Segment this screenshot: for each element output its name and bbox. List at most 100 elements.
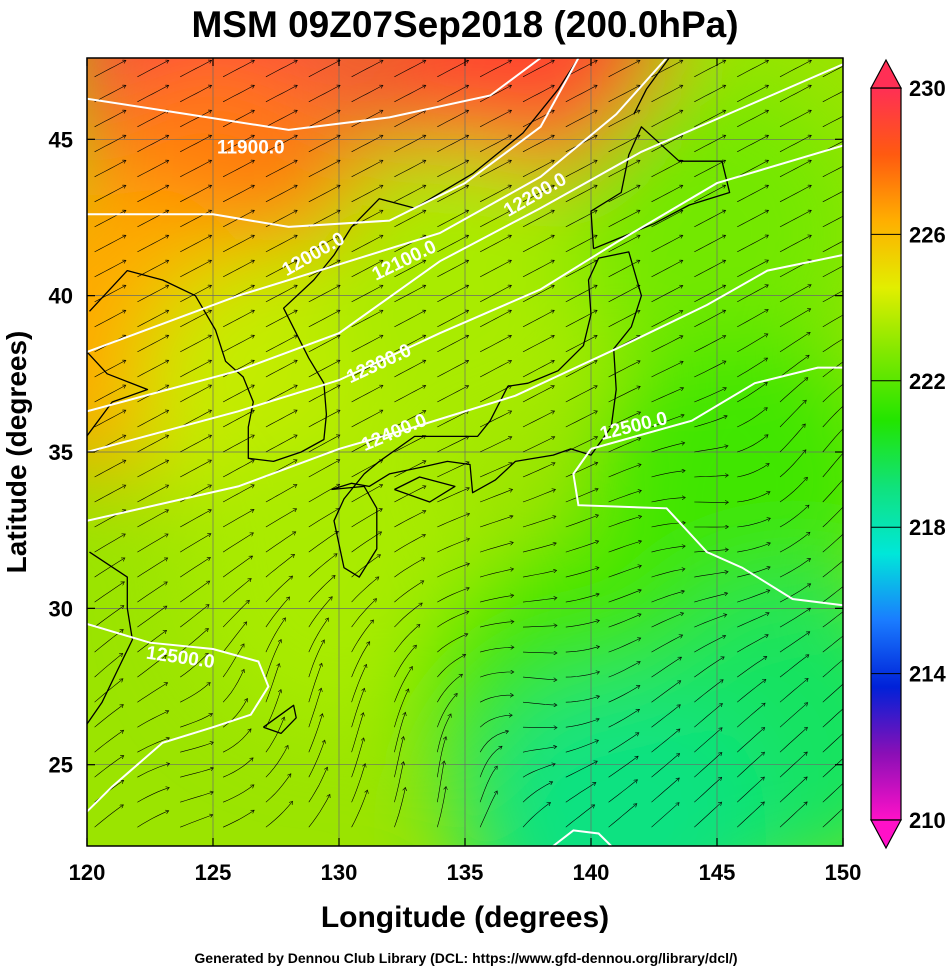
streamline xyxy=(480,595,513,603)
x-tick-label: 145 xyxy=(699,860,736,885)
streamline xyxy=(308,386,340,403)
streamline xyxy=(180,743,212,753)
streamline xyxy=(308,485,339,503)
streamline xyxy=(308,236,340,253)
x-tick-label: 150 xyxy=(825,860,862,885)
streamline xyxy=(608,438,640,453)
streamline xyxy=(694,388,725,403)
streamline xyxy=(265,509,296,528)
streamline xyxy=(608,161,640,178)
streamline xyxy=(479,437,511,453)
streamline xyxy=(479,792,497,828)
streamline xyxy=(308,741,325,778)
streamline xyxy=(737,211,768,228)
streamline xyxy=(265,619,285,653)
streamline xyxy=(180,534,210,553)
streamline xyxy=(694,362,725,378)
streamline xyxy=(94,461,126,478)
streamline xyxy=(737,464,768,478)
streamline xyxy=(565,696,599,703)
streamline xyxy=(737,567,769,578)
height-contour xyxy=(87,63,843,413)
streamline xyxy=(137,161,168,178)
streamline xyxy=(822,479,843,503)
coastline xyxy=(590,126,731,250)
colorbar-tick-label: 230 xyxy=(909,76,946,101)
streamline xyxy=(737,136,768,153)
streamline xyxy=(437,462,468,478)
streamline xyxy=(694,778,721,803)
streamline xyxy=(522,86,554,103)
streamline xyxy=(222,785,253,803)
streamline xyxy=(394,286,425,303)
streamline xyxy=(779,236,811,253)
streamline xyxy=(651,569,685,578)
streamline xyxy=(737,285,767,303)
streamline xyxy=(479,361,511,378)
streamline xyxy=(737,61,768,78)
streamline xyxy=(222,485,253,503)
streamline xyxy=(522,61,554,78)
streamline xyxy=(565,186,597,203)
streamline xyxy=(694,336,725,353)
streamline xyxy=(608,638,640,653)
streamline xyxy=(779,136,811,153)
coastlines xyxy=(87,58,731,735)
streamline xyxy=(822,708,843,728)
streamline xyxy=(394,386,425,403)
streamline xyxy=(180,792,212,803)
streamline xyxy=(308,211,340,228)
streamline xyxy=(479,695,512,703)
streamline xyxy=(265,236,297,253)
streamline xyxy=(137,461,168,478)
streamline xyxy=(351,532,381,553)
streamline xyxy=(565,161,597,178)
streamline xyxy=(180,605,208,628)
streamline xyxy=(694,161,725,178)
streamline xyxy=(479,311,511,328)
streamline xyxy=(522,803,550,828)
streamline xyxy=(94,186,126,203)
streamline xyxy=(222,645,244,678)
streamline xyxy=(308,641,324,678)
streamline xyxy=(351,61,383,78)
streamline xyxy=(265,640,281,678)
streamline xyxy=(180,629,208,653)
streamline xyxy=(437,762,444,803)
height-contour xyxy=(87,623,270,813)
streamline xyxy=(180,261,211,278)
streamline xyxy=(479,111,511,128)
streamline xyxy=(480,647,513,653)
streamline xyxy=(565,236,597,253)
streamline xyxy=(694,657,723,678)
streamline xyxy=(522,571,556,578)
streamline xyxy=(737,435,767,453)
streamline xyxy=(479,186,511,203)
streamline xyxy=(394,336,425,353)
streamline xyxy=(94,161,126,178)
streamline xyxy=(308,715,323,753)
height-contour xyxy=(87,144,843,453)
streamline xyxy=(522,261,554,278)
streamline xyxy=(565,647,599,653)
streamline xyxy=(94,654,123,678)
streamline xyxy=(222,623,246,653)
streamline xyxy=(437,514,469,528)
streamline xyxy=(737,543,769,553)
coastline xyxy=(89,58,579,463)
streamline xyxy=(779,609,810,628)
streamline xyxy=(394,581,423,603)
streamline xyxy=(479,747,501,778)
streamline xyxy=(437,564,468,578)
streamline xyxy=(565,489,598,503)
streamline xyxy=(351,485,382,503)
streamline xyxy=(137,111,168,128)
streamline xyxy=(694,636,725,653)
streamline xyxy=(222,460,253,478)
streamline xyxy=(737,111,768,128)
streamline xyxy=(694,311,725,328)
streamline xyxy=(265,111,297,128)
streamline xyxy=(137,286,168,303)
streamline xyxy=(694,475,727,477)
streamline xyxy=(94,136,126,153)
